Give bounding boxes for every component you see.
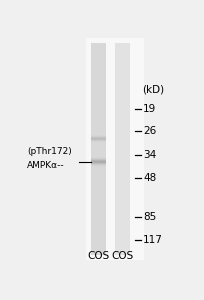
Text: COS: COS xyxy=(88,251,110,261)
Text: 85: 85 xyxy=(143,212,156,222)
Text: 48: 48 xyxy=(143,173,156,183)
Bar xyxy=(86,38,144,260)
Text: (kD): (kD) xyxy=(142,84,164,94)
Text: (pThr172): (pThr172) xyxy=(27,147,72,156)
Text: AMPKα--: AMPKα-- xyxy=(27,161,65,170)
Text: COS: COS xyxy=(111,251,133,261)
Bar xyxy=(91,43,106,256)
Bar xyxy=(115,43,130,256)
Text: 34: 34 xyxy=(143,150,156,160)
Text: 19: 19 xyxy=(143,104,156,114)
Text: 117: 117 xyxy=(143,236,163,245)
Text: 26: 26 xyxy=(143,126,156,136)
